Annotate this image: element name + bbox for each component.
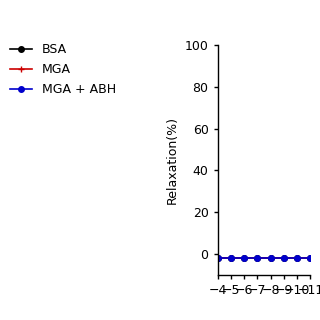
MGA — [282, 257, 286, 260]
MGA — [216, 257, 220, 260]
MGA + ABH — [229, 257, 233, 260]
BSA — [229, 257, 233, 260]
MGA + ABH — [295, 257, 299, 260]
MGA — [229, 257, 233, 260]
BSA — [255, 257, 259, 260]
BSA — [295, 257, 299, 260]
MGA — [308, 257, 312, 260]
MGA + ABH — [242, 257, 246, 260]
MGA — [255, 257, 259, 260]
MGA + ABH — [216, 257, 220, 260]
Legend: BSA, MGA, MGA + ABH: BSA, MGA, MGA + ABH — [6, 40, 120, 100]
Line: MGA: MGA — [215, 256, 313, 261]
BSA — [216, 257, 220, 260]
Line: BSA: BSA — [215, 256, 313, 261]
MGA — [295, 257, 299, 260]
MGA — [242, 257, 246, 260]
BSA — [242, 257, 246, 260]
MGA + ABH — [308, 257, 312, 260]
MGA + ABH — [282, 257, 286, 260]
Line: MGA + ABH: MGA + ABH — [215, 256, 313, 261]
MGA — [269, 257, 273, 260]
MGA + ABH — [269, 257, 273, 260]
MGA + ABH — [255, 257, 259, 260]
BSA — [282, 257, 286, 260]
BSA — [269, 257, 273, 260]
BSA — [308, 257, 312, 260]
Y-axis label: Relaxation(%): Relaxation(%) — [166, 116, 179, 204]
